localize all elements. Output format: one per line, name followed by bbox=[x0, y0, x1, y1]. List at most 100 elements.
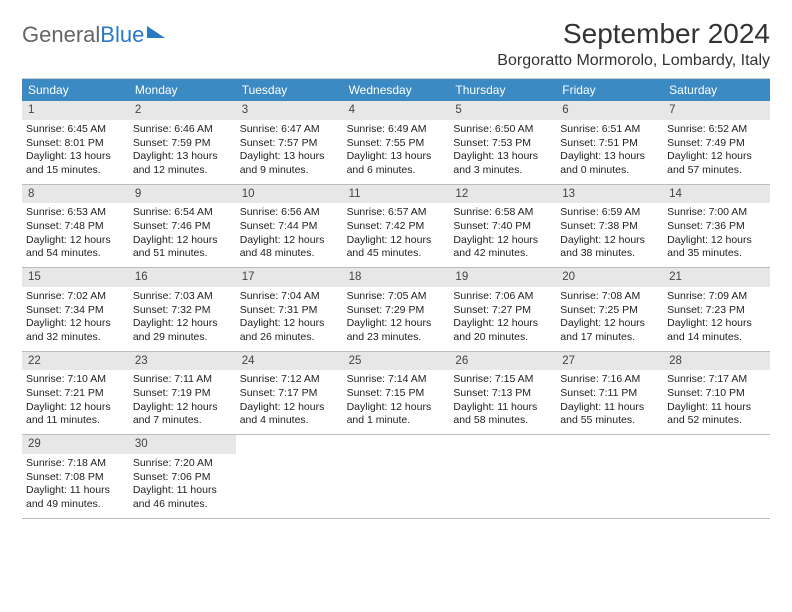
daylight-line: Daylight: 13 hours and 9 minutes. bbox=[240, 150, 339, 177]
sunset-line: Sunset: 7:29 PM bbox=[347, 304, 446, 318]
sunrise-line: Sunrise: 6:50 AM bbox=[453, 123, 552, 137]
day-number: 23 bbox=[129, 352, 236, 371]
day-info: Sunrise: 6:47 AMSunset: 7:57 PMDaylight:… bbox=[236, 123, 343, 178]
sunset-line: Sunset: 7:13 PM bbox=[453, 387, 552, 401]
weekday-header: Monday bbox=[129, 79, 236, 101]
day-number: 3 bbox=[236, 101, 343, 120]
daylight-line: Daylight: 11 hours and 52 minutes. bbox=[667, 401, 766, 428]
calendar-cell: 16Sunrise: 7:03 AMSunset: 7:32 PMDayligh… bbox=[129, 268, 236, 352]
weekday-header: Sunday bbox=[22, 79, 129, 101]
daylight-line: Daylight: 13 hours and 0 minutes. bbox=[560, 150, 659, 177]
sunrise-line: Sunrise: 7:02 AM bbox=[26, 290, 125, 304]
empty-cell bbox=[343, 435, 450, 519]
day-number: 26 bbox=[449, 352, 556, 371]
sunset-line: Sunset: 7:44 PM bbox=[240, 220, 339, 234]
sunset-line: Sunset: 7:06 PM bbox=[133, 471, 232, 485]
day-info: Sunrise: 7:02 AMSunset: 7:34 PMDaylight:… bbox=[22, 290, 129, 345]
daylight-line: Daylight: 12 hours and 35 minutes. bbox=[667, 234, 766, 261]
calendar-cell: 30Sunrise: 7:20 AMSunset: 7:06 PMDayligh… bbox=[129, 435, 236, 519]
sunset-line: Sunset: 7:31 PM bbox=[240, 304, 339, 318]
calendar-cell: 12Sunrise: 6:58 AMSunset: 7:40 PMDayligh… bbox=[449, 185, 556, 269]
sunrise-line: Sunrise: 7:09 AM bbox=[667, 290, 766, 304]
calendar-cell: 14 Sunrise: 7:00 AMSunset: 7:36 PMDayligh… bbox=[663, 185, 770, 269]
sunset-line: Sunset: 7:23 PM bbox=[667, 304, 766, 318]
calendar-cell: 23Sunrise: 7:11 AMSunset: 7:19 PMDayligh… bbox=[129, 352, 236, 436]
day-info: Sunrise: 7:00 AMSunset: 7:36 PMDaylight:… bbox=[663, 206, 770, 261]
calendar-cell: 2Sunrise: 6:46 AMSunset: 7:59 PMDaylight… bbox=[129, 101, 236, 185]
calendar-cell: 5Sunrise: 6:50 AMSunset: 7:53 PMDaylight… bbox=[449, 101, 556, 185]
day-info: Sunrise: 7:03 AMSunset: 7:32 PMDaylight:… bbox=[129, 290, 236, 345]
day-info: Sunrise: 6:51 AMSunset: 7:51 PMDaylight:… bbox=[556, 123, 663, 178]
sunset-line: Sunset: 7:42 PM bbox=[347, 220, 446, 234]
sunrise-line: Sunrise: 7:17 AM bbox=[667, 373, 766, 387]
empty-cell bbox=[556, 435, 663, 519]
day-number: 4 bbox=[343, 101, 450, 120]
sunrise-line: Sunrise: 6:47 AM bbox=[240, 123, 339, 137]
calendar-grid: SundayMondayTuesdayWednesdayThursdayFrid… bbox=[22, 78, 770, 519]
sunrise-line: Sunrise: 6:46 AM bbox=[133, 123, 232, 137]
day-info: Sunrise: 7:18 AMSunset: 7:08 PMDaylight:… bbox=[22, 457, 129, 512]
day-info: Sunrise: 7:14 AMSunset: 7:15 PMDaylight:… bbox=[343, 373, 450, 428]
daylight-line: Daylight: 12 hours and 26 minutes. bbox=[240, 317, 339, 344]
calendar-cell: 27Sunrise: 7:16 AMSunset: 7:11 PMDayligh… bbox=[556, 352, 663, 436]
sunrise-line: Sunrise: 7:10 AM bbox=[26, 373, 125, 387]
day-number: 5 bbox=[449, 101, 556, 120]
sunset-line: Sunset: 7:57 PM bbox=[240, 137, 339, 151]
sunset-line: Sunset: 7:10 PM bbox=[667, 387, 766, 401]
calendar-cell: 4Sunrise: 6:49 AMSunset: 7:55 PMDaylight… bbox=[343, 101, 450, 185]
calendar-cell: 21Sunrise: 7:09 AMSunset: 7:23 PMDayligh… bbox=[663, 268, 770, 352]
day-info: Sunrise: 7:15 AMSunset: 7:13 PMDaylight:… bbox=[449, 373, 556, 428]
daylight-line: Daylight: 11 hours and 55 minutes. bbox=[560, 401, 659, 428]
triangle-icon bbox=[147, 26, 165, 38]
calendar-cell: 9 Sunrise: 6:54 AMSunset: 7:46 PMDaylight… bbox=[129, 185, 236, 269]
sunset-line: Sunset: 7:27 PM bbox=[453, 304, 552, 318]
day-number: 28 bbox=[663, 352, 770, 371]
brand-part1: General bbox=[22, 22, 100, 48]
daylight-line: Daylight: 11 hours and 49 minutes. bbox=[26, 484, 125, 511]
daylight-line: Daylight: 12 hours and 29 minutes. bbox=[133, 317, 232, 344]
brand-part2: Blue bbox=[100, 22, 144, 48]
day-info: Sunrise: 7:08 AMSunset: 7:25 PMDaylight:… bbox=[556, 290, 663, 345]
day-info: Sunrise: 7:09 AMSunset: 7:23 PMDaylight:… bbox=[663, 290, 770, 345]
calendar-cell: 1Sunrise: 6:45 AMSunset: 8:01 PMDaylight… bbox=[22, 101, 129, 185]
day-info: Sunrise: 6:45 AMSunset: 8:01 PMDaylight:… bbox=[22, 123, 129, 178]
weekday-header: Friday bbox=[556, 79, 663, 101]
day-number: 6 bbox=[556, 101, 663, 120]
day-info: Sunrise: 6:52 AMSunset: 7:49 PMDaylight:… bbox=[663, 123, 770, 178]
sunset-line: Sunset: 7:48 PM bbox=[26, 220, 125, 234]
day-number: 17 bbox=[236, 268, 343, 287]
day-number: 27 bbox=[556, 352, 663, 371]
day-info: Sunrise: 7:17 AMSunset: 7:10 PMDaylight:… bbox=[663, 373, 770, 428]
calendar-cell: 25Sunrise: 7:14 AMSunset: 7:15 PMDayligh… bbox=[343, 352, 450, 436]
weekday-header: Thursday bbox=[449, 79, 556, 101]
sunset-line: Sunset: 7:49 PM bbox=[667, 137, 766, 151]
day-info: Sunrise: 7:04 AMSunset: 7:31 PMDaylight:… bbox=[236, 290, 343, 345]
sunset-line: Sunset: 7:11 PM bbox=[560, 387, 659, 401]
sunset-line: Sunset: 7:46 PM bbox=[133, 220, 232, 234]
sunset-line: Sunset: 7:25 PM bbox=[560, 304, 659, 318]
day-info: Sunrise: 7:20 AMSunset: 7:06 PMDaylight:… bbox=[129, 457, 236, 512]
calendar-cell: 29Sunrise: 7:18 AMSunset: 7:08 PMDayligh… bbox=[22, 435, 129, 519]
header: GeneralBlue September 2024 Borgoratto Mo… bbox=[22, 18, 770, 70]
day-info: Sunrise: 6:58 AMSunset: 7:40 PMDaylight:… bbox=[449, 206, 556, 261]
day-info: Sunrise: 7:12 AMSunset: 7:17 PMDaylight:… bbox=[236, 373, 343, 428]
day-number: 9 bbox=[129, 185, 236, 204]
day-info: Sunrise: 6:46 AMSunset: 7:59 PMDaylight:… bbox=[129, 123, 236, 178]
day-info: Sunrise: 6:54 AMSunset: 7:46 PMDaylight:… bbox=[129, 206, 236, 261]
day-number: 7 bbox=[663, 101, 770, 120]
daylight-line: Daylight: 12 hours and 20 minutes. bbox=[453, 317, 552, 344]
day-number: 10 bbox=[236, 185, 343, 204]
sunset-line: Sunset: 7:51 PM bbox=[560, 137, 659, 151]
day-info: Sunrise: 6:56 AMSunset: 7:44 PMDaylight:… bbox=[236, 206, 343, 261]
sunset-line: Sunset: 7:38 PM bbox=[560, 220, 659, 234]
weekday-header: Saturday bbox=[663, 79, 770, 101]
sunrise-line: Sunrise: 6:59 AM bbox=[560, 206, 659, 220]
day-number: 14 bbox=[663, 185, 770, 204]
daylight-line: Daylight: 12 hours and 48 minutes. bbox=[240, 234, 339, 261]
calendar-cell: 13Sunrise: 6:59 AMSunset: 7:38 PMDayligh… bbox=[556, 185, 663, 269]
sunrise-line: Sunrise: 6:51 AM bbox=[560, 123, 659, 137]
sunset-line: Sunset: 8:01 PM bbox=[26, 137, 125, 151]
calendar-cell: 15Sunrise: 7:02 AMSunset: 7:34 PMDayligh… bbox=[22, 268, 129, 352]
sunset-line: Sunset: 7:32 PM bbox=[133, 304, 232, 318]
sunrise-line: Sunrise: 6:57 AM bbox=[347, 206, 446, 220]
